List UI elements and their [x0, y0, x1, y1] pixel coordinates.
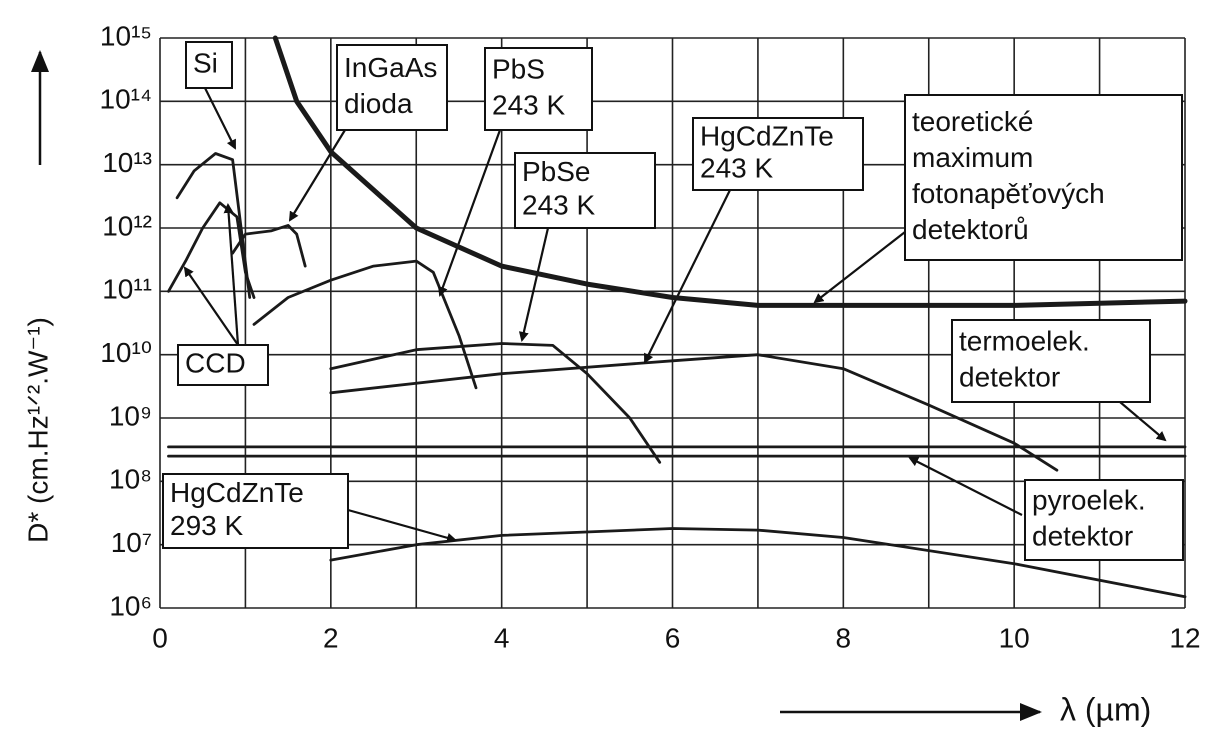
annotation-arrow: [183, 266, 239, 346]
series-label: CCD: [185, 347, 246, 378]
x-tick-label: 4: [494, 622, 510, 653]
annotation-arrow: [288, 129, 346, 222]
x-axis-label: λ (µm): [1060, 691, 1151, 727]
series-label: PbSe: [522, 156, 591, 187]
series-label: 243 K: [522, 190, 595, 221]
label-box: [951, 319, 1151, 403]
label-box: [904, 94, 1183, 261]
label-box: [185, 41, 233, 89]
series-label: 243 K: [492, 89, 565, 120]
annotation-arrow: [204, 87, 236, 150]
series-label: detektor: [1032, 520, 1133, 551]
y-tick-label: 10⁷: [111, 527, 152, 558]
series-label: maximum: [912, 142, 1033, 173]
series-label: termoelek.: [959, 325, 1090, 356]
annotation-arrow: [1119, 401, 1167, 442]
series-label: pyroelek.: [1032, 484, 1146, 515]
line-series: [329, 353, 1059, 472]
series-label: Si: [193, 47, 218, 78]
y-tick-label: 10⁹: [109, 400, 152, 431]
x-tick-label: 6: [665, 622, 681, 653]
annotation-arrow: [644, 189, 731, 364]
series-label: detektorů: [912, 214, 1029, 245]
annotation-arrow: [813, 231, 906, 304]
series-label: dioda: [344, 88, 413, 119]
annotation-arrow: [223, 203, 240, 346]
series-label: 243 K: [700, 152, 773, 183]
annotation-arrow: [908, 457, 1023, 516]
y-tick-label: 10¹⁴: [100, 84, 153, 115]
line-series: [272, 35, 1188, 308]
line-series: [252, 259, 478, 390]
y-tick-label: 10⁶: [109, 590, 152, 621]
x-tick-label: 10: [999, 622, 1030, 653]
label-box: [1024, 479, 1184, 561]
y-tick-label: 10¹³: [102, 147, 152, 178]
line-series: [167, 201, 256, 299]
y-axis-label: D* (cm.Hz¹ᐟ².W⁻¹): [22, 317, 53, 543]
annotation-arrow: [347, 508, 457, 543]
annotation-arrow: [518, 227, 550, 342]
series-label: detektor: [959, 361, 1060, 392]
series-label: fotonapěťových: [912, 178, 1105, 209]
series-label: PbS: [492, 53, 545, 84]
label-box: [484, 47, 593, 131]
y-tick-label: 10¹⁰: [100, 337, 152, 368]
series-label: InGaAs: [344, 52, 437, 83]
label-box: [336, 44, 448, 131]
line-series: [329, 342, 662, 464]
line-series: [329, 527, 1187, 599]
x-tick-label: 0: [152, 622, 168, 653]
x-tick-label: 12: [1169, 622, 1200, 653]
x-tick-label: 2: [323, 622, 339, 653]
label-box: [162, 473, 349, 549]
label-box: [692, 117, 864, 191]
series-label: 293 K: [170, 510, 243, 541]
label-box: [514, 152, 656, 229]
y-tick-label: 10¹²: [102, 210, 152, 241]
annotation-arrow: [438, 129, 502, 297]
series-label: HgCdZnTe: [170, 477, 304, 508]
y-tick-label: 10⁸: [109, 464, 152, 495]
y-tick-label: 10¹¹: [102, 274, 152, 305]
series-label: teoretické: [912, 106, 1033, 137]
label-box: [177, 344, 269, 386]
x-tick-label: 8: [836, 622, 852, 653]
y-tick-label: 10¹⁵: [100, 20, 152, 51]
series-label: HgCdZnTe: [700, 120, 834, 151]
line-series: [231, 223, 307, 268]
